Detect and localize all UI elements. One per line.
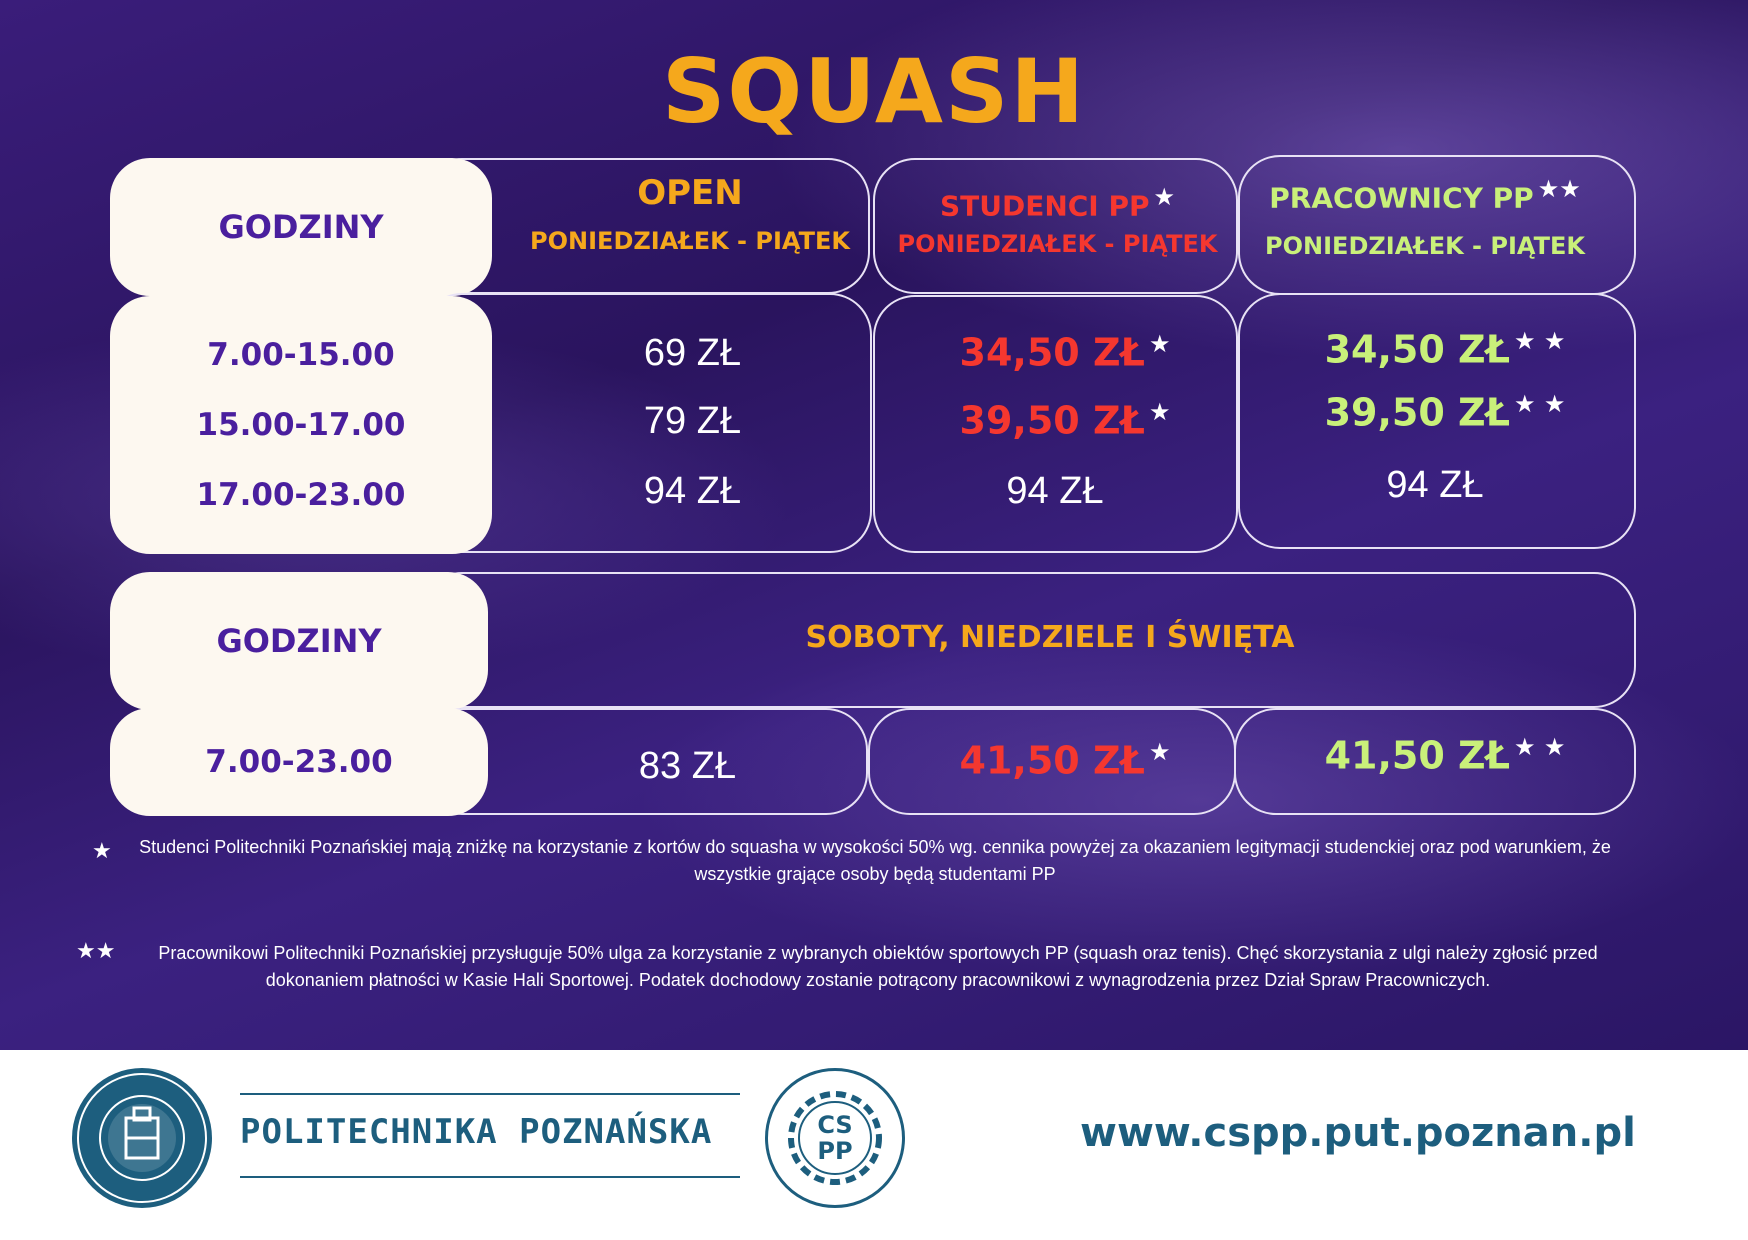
- weekend-time-pill: 7.00-23.00: [110, 708, 488, 816]
- divider-line: [240, 1176, 740, 1178]
- website-link[interactable]: www.cspp.put.poznan.pl: [1080, 1110, 1636, 1156]
- student-price: 34,50 ZŁ ★: [959, 330, 1171, 375]
- double-star-icon: ★ ★: [1514, 390, 1566, 418]
- staff-prices-box: [1238, 293, 1636, 549]
- cspp-logo: CS PP: [765, 1068, 905, 1208]
- weekend-staff-box: [1234, 708, 1636, 815]
- hours-header-pill: GODZINY: [110, 158, 492, 296]
- open-header: OPEN PONIEDZIAŁEK - PIĄTEK: [500, 173, 880, 255]
- hours-label: GODZINY: [216, 622, 382, 660]
- staff-price: 94 ZŁ: [1386, 464, 1484, 506]
- open-price: 94 ZŁ: [643, 470, 742, 512]
- star-icon: ★: [1153, 183, 1176, 211]
- student-discount-note: Studenci Politechniki Poznańskiej mają z…: [139, 837, 1611, 884]
- hours-label: GODZINY: [218, 208, 384, 246]
- weekend-header: SOBOTY, NIEDZIELE I ŚWIĘTA: [805, 620, 1295, 655]
- student-price: 94 ZŁ: [1006, 470, 1104, 512]
- star-icon: ★: [1148, 330, 1171, 358]
- student-prices-box: [873, 295, 1238, 553]
- student-header: STUDENCI PP ★ PONIEDZIAŁEK - PIĄTEK: [880, 183, 1235, 258]
- double-star-icon: ★★: [1537, 175, 1581, 203]
- weekend-staff-price: 41,50 ZŁ ★ ★: [1324, 733, 1566, 778]
- hours-times-pill: 7.00-15.00 15.00-17.00 17.00-23.00: [110, 296, 492, 554]
- weekend-open-price: 83 ZŁ: [638, 745, 737, 787]
- staff-discount-note: Pracownikowi Politechniki Poznańskiej pr…: [158, 943, 1598, 990]
- time-slot: 15.00-17.00: [196, 407, 406, 443]
- double-star-icon: ★★: [76, 938, 116, 963]
- open-days: PONIEDZIAŁEK - PIĄTEK: [530, 227, 850, 255]
- staff-price: 34,50 ZŁ ★ ★: [1324, 327, 1566, 372]
- svg-text:PP: PP: [817, 1137, 852, 1165]
- star-icon: ★: [92, 838, 112, 863]
- time-slot: 7.00-23.00: [205, 744, 393, 780]
- weekend-hours-pill: GODZINY: [110, 572, 488, 710]
- weekend-student-price: 41,50 ZŁ ★: [959, 738, 1171, 783]
- star-icon: ★: [1148, 398, 1171, 426]
- open-price: 79 ZŁ: [643, 400, 742, 442]
- double-star-icon: ★ ★: [1514, 733, 1566, 761]
- university-seal-logo: [72, 1068, 212, 1208]
- staff-title: PRACOWNICY PP: [1269, 181, 1534, 215]
- time-slot: 7.00-15.00: [207, 337, 395, 373]
- staff-days: PONIEDZIAŁEK - PIĄTEK: [1265, 232, 1585, 261]
- page-title: SQUASH: [661, 40, 1087, 143]
- staff-header: PRACOWNICY PP ★★ PONIEDZIAŁEK - PIĄTEK: [1245, 175, 1605, 260]
- time-slot: 17.00-23.00: [196, 477, 406, 513]
- double-star-icon: ★ ★: [1514, 327, 1566, 355]
- student-price: 39,50 ZŁ ★: [959, 398, 1171, 443]
- open-price: 69 ZŁ: [643, 332, 742, 374]
- gear-icon: CS PP: [788, 1091, 882, 1185]
- divider-line: [240, 1093, 740, 1095]
- student-header-box: [873, 158, 1238, 294]
- seal-icon: [77, 1073, 207, 1203]
- student-days: PONIEDZIAŁEK - PIĄTEK: [897, 230, 1218, 259]
- open-title: OPEN: [637, 173, 743, 213]
- university-name: POLITECHNIKA POZNAŃSKA: [240, 1112, 713, 1152]
- svg-text:CS: CS: [817, 1111, 852, 1139]
- staff-price: 39,50 ZŁ ★ ★: [1324, 390, 1566, 435]
- star-icon: ★: [1148, 738, 1171, 766]
- student-title: STUDENCI PP: [939, 189, 1150, 223]
